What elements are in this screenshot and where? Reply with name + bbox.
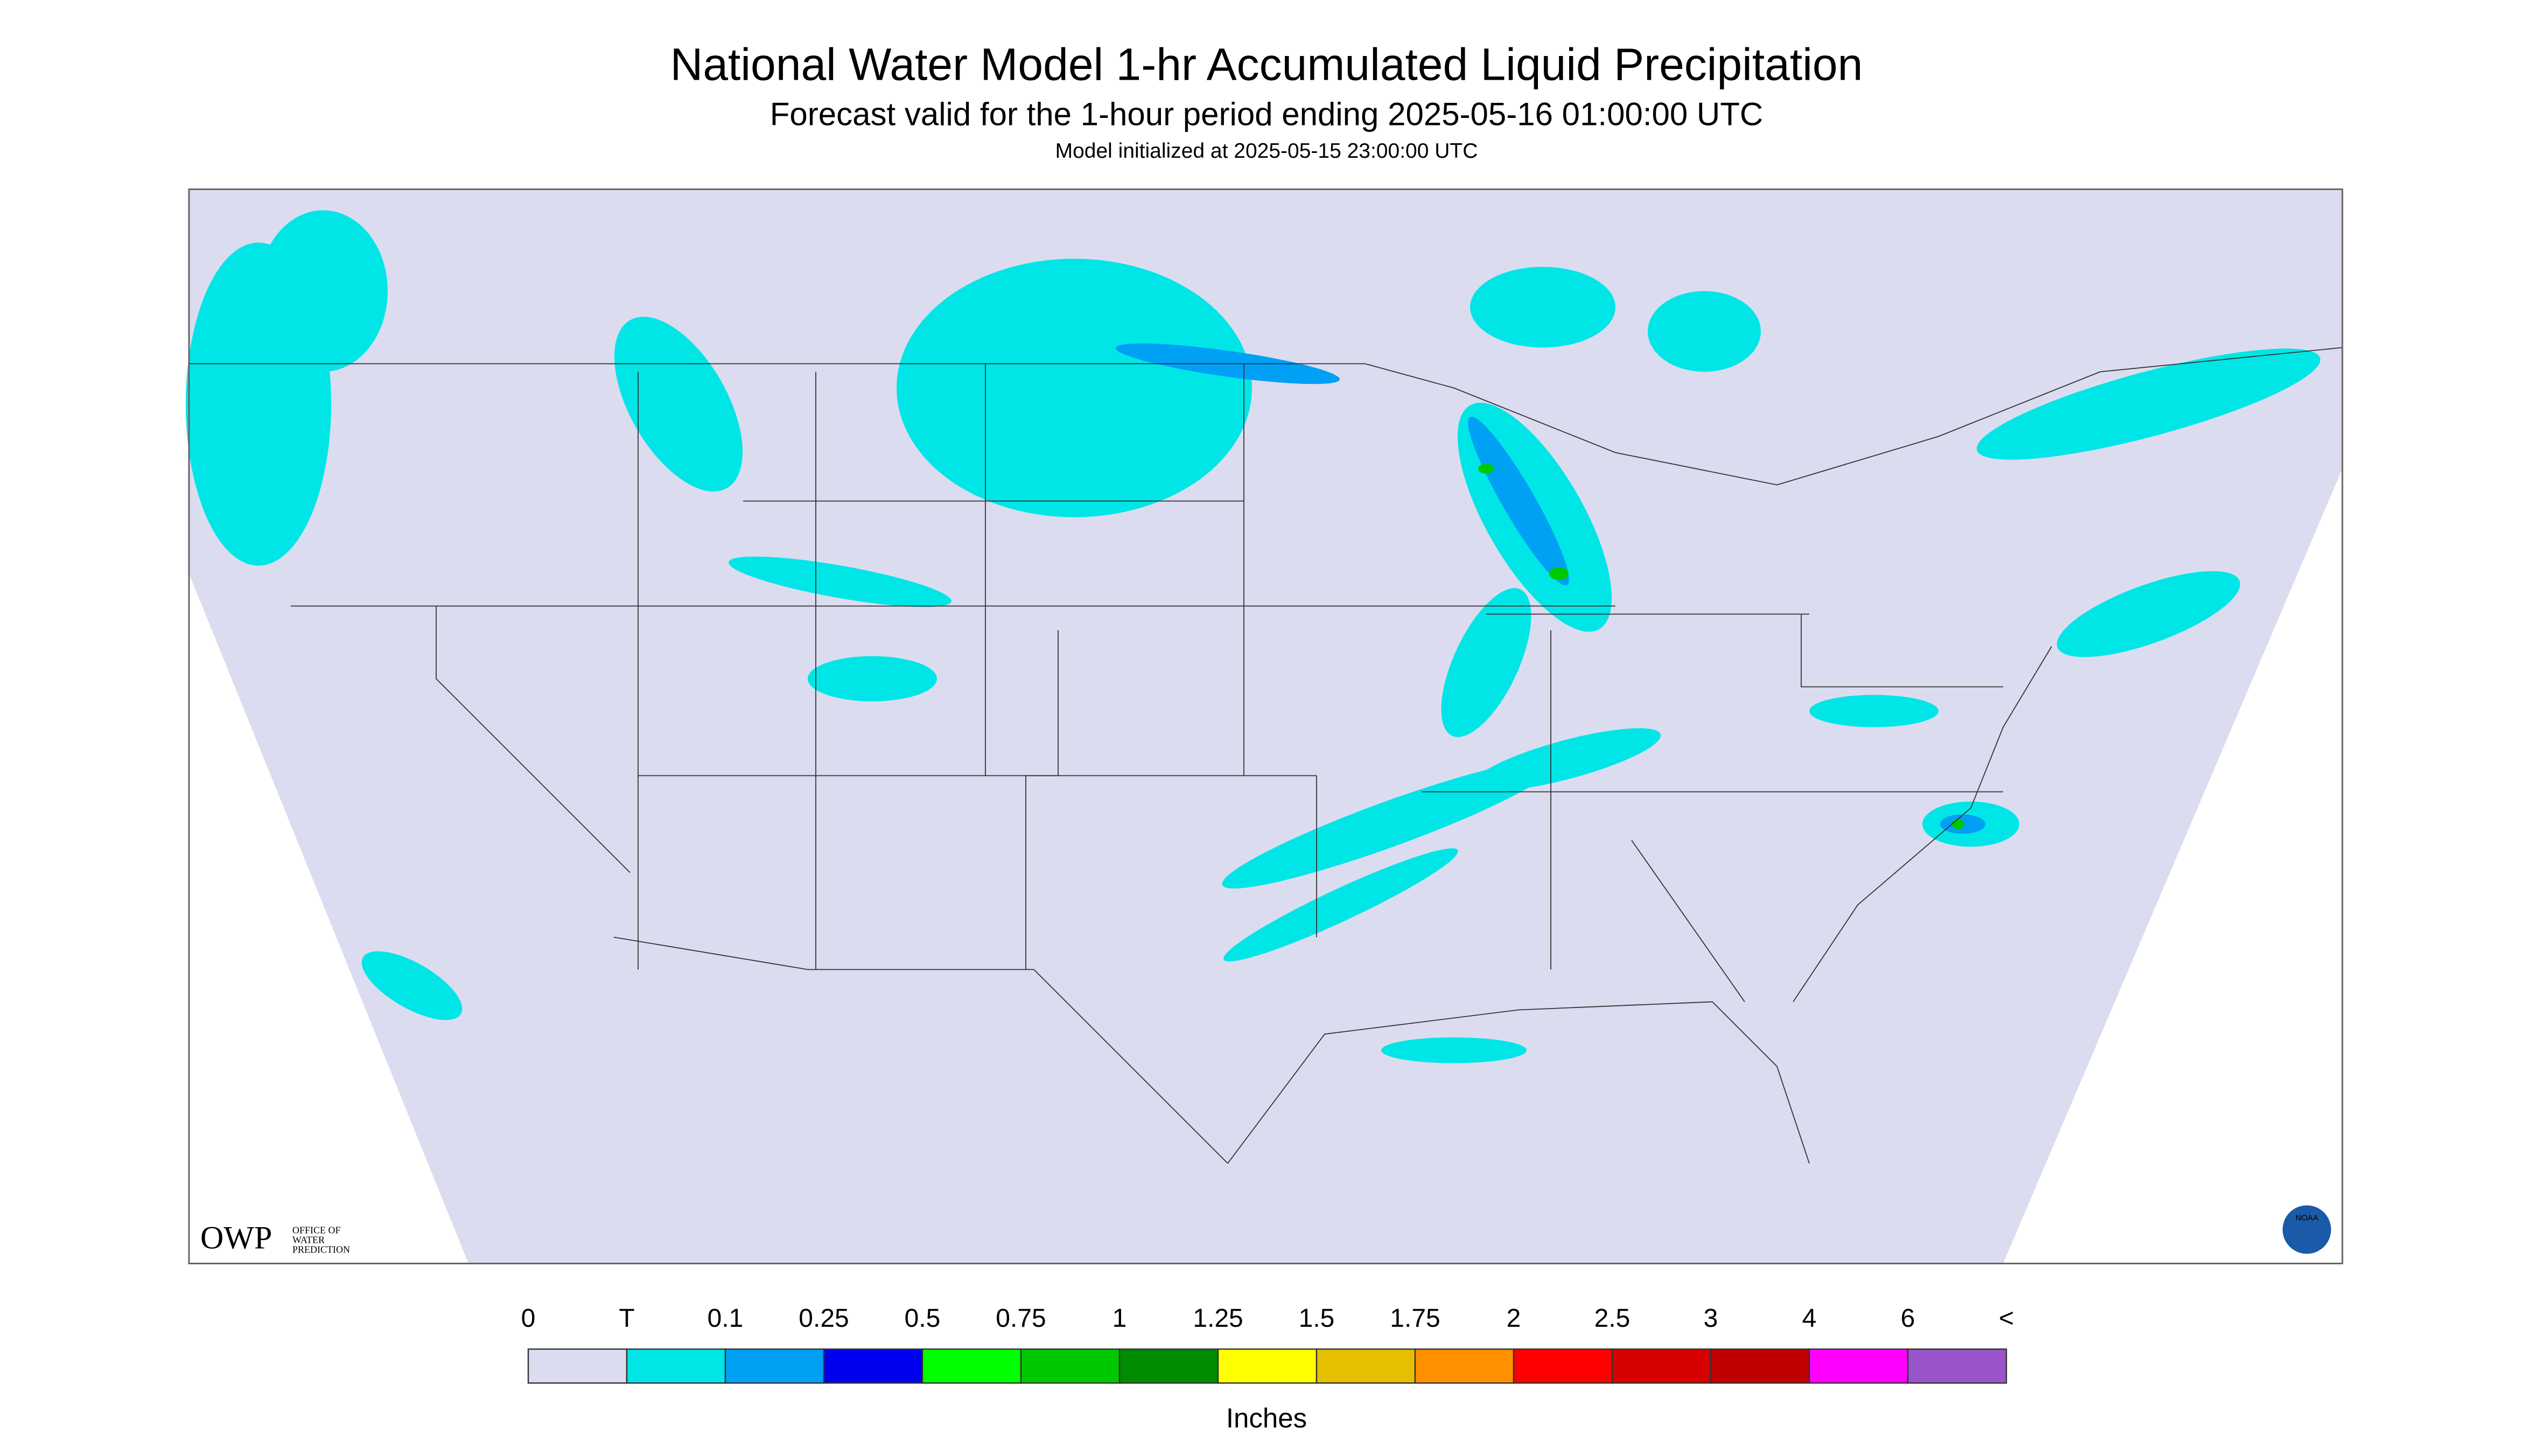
legend-swatch	[1710, 1348, 1810, 1384]
owp-logo-line: OFFICE OF	[292, 1225, 341, 1236]
precip-light	[186, 210, 2321, 1063]
owp-logo-line: WATER	[292, 1235, 325, 1245]
map-domain	[189, 189, 2342, 1264]
boundaries	[189, 347, 2343, 1164]
legend-label: 0.1	[708, 1304, 744, 1333]
legend-swatch	[1118, 1348, 1219, 1384]
legend-swatch	[1020, 1348, 1121, 1384]
legend-swatch	[1907, 1348, 2007, 1384]
noaa-logo	[2283, 1205, 2331, 1254]
legend-label: 0.25	[799, 1304, 849, 1333]
init-time: Model initialized at 2025-05-15 23:00:00…	[1055, 139, 1478, 163]
legend-label: T	[619, 1304, 634, 1333]
legend-label: 2.5	[1594, 1304, 1631, 1333]
legend-label: 0.75	[996, 1304, 1046, 1333]
subtitle: Forecast valid for the 1-hour period end…	[770, 96, 1763, 132]
legend-unit: Inches	[1226, 1403, 1307, 1433]
legend-label: 1.75	[1390, 1304, 1440, 1333]
legend-swatch	[527, 1348, 628, 1384]
precip-heavy	[1478, 464, 1964, 829]
legend-label: 0.5	[905, 1304, 941, 1333]
title: National Water Model 1-hr Accumulated Li…	[670, 39, 1863, 90]
legend-swatch	[626, 1348, 726, 1384]
legend-label: 4	[1802, 1304, 1817, 1333]
legend-swatch	[1611, 1348, 1712, 1384]
owp-logo: OWP	[200, 1220, 272, 1255]
legend-swatch	[1316, 1348, 1416, 1384]
legend-label: 6	[1901, 1304, 1915, 1333]
legend-swatch	[1808, 1348, 1909, 1384]
legend-swatch	[1513, 1348, 1613, 1384]
legend-swatch	[921, 1348, 1022, 1384]
legend-label: 1	[1112, 1304, 1127, 1333]
legend-label: <	[1999, 1304, 2014, 1333]
legend-swatch	[724, 1348, 825, 1384]
owp-logo-line: PREDICTION	[292, 1244, 350, 1255]
legend-swatch	[823, 1348, 923, 1384]
map-border	[188, 188, 2343, 1264]
legend-label: 0	[521, 1304, 536, 1333]
legend-swatch	[1217, 1348, 1318, 1384]
legend-label: 3	[1704, 1304, 1718, 1333]
legend-swatch	[1414, 1348, 1515, 1384]
legend-label: 2	[1507, 1304, 1521, 1333]
legend-label: 1.5	[1299, 1304, 1335, 1333]
legend: 0 T 0.1 0.25 0.5 0.75 1 1.25 1.5 1.75 2 2.5 3 4 6 <	[521, 1304, 2014, 1384]
legend-label: 1.25	[1193, 1304, 1243, 1333]
noaa-logo-text: NOAA	[2296, 1213, 2319, 1222]
